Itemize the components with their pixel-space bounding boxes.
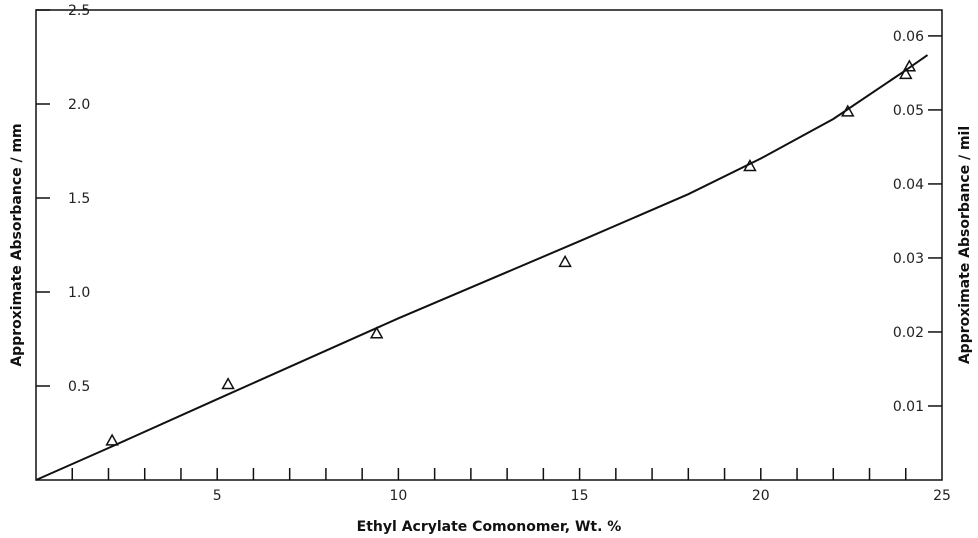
y-right-tick-label: 0.03 — [893, 251, 924, 267]
data-point-triangle — [743, 158, 757, 172]
y-left-tick-label: 0.5 — [68, 379, 90, 395]
y-right-tick-label: 0.02 — [893, 325, 924, 341]
data-point-triangle — [902, 59, 917, 72]
axes-layer: 5 10 15 20 25 0.5 1.0 1.5 2.0 2.5 0.01 0.02 0.03 0.04… — [35, 3, 951, 504]
data-point-triangle — [898, 66, 913, 80]
y-right-tick-label: 0.05 — [893, 103, 924, 119]
fit-curve — [35, 54, 929, 481]
x-tick-label: 10 — [389, 488, 407, 504]
x-axis-title: Ethyl Acrylate Comonomer, Wt. % — [357, 519, 622, 535]
x-tick-label: 15 — [571, 488, 589, 504]
y-right-tick-label: 0.01 — [893, 399, 924, 415]
y-right-tick-label: 0.06 — [893, 29, 924, 45]
data-point-triangle — [105, 433, 119, 446]
y-left-tick-label: 1.5 — [68, 191, 90, 207]
plot-frame — [35, 9, 943, 481]
data-point-triangle — [558, 254, 572, 268]
y-left-tick-label: 2.5 — [68, 3, 90, 19]
data-point-triangle — [841, 104, 855, 117]
y-left-tick-label: 2.0 — [68, 97, 90, 113]
y-right-axis-title: Approximate Absorbance / mil — [957, 126, 973, 364]
data-point-triangle — [221, 377, 235, 390]
x-tick-label: 25 — [933, 488, 951, 504]
x-tick-label: 20 — [752, 488, 770, 504]
x-tick-label: 5 — [213, 488, 222, 504]
y-left-tick-label: 1.0 — [68, 285, 90, 301]
y-left-axis-title: Approximate Absorbance / mm — [9, 123, 25, 366]
data-point-triangle — [369, 326, 384, 339]
marks-layer — [35, 54, 929, 481]
y-right-tick-label: 0.04 — [893, 177, 924, 193]
